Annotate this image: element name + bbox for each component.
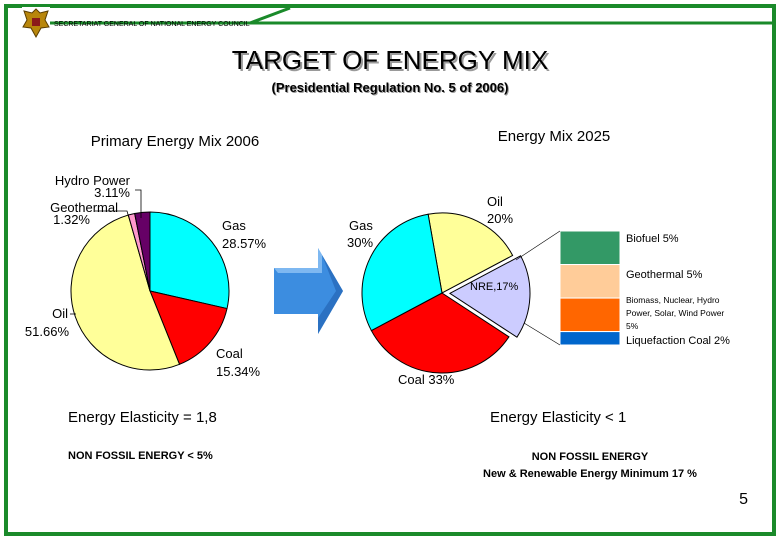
nre-breakdown-bar (559, 230, 621, 346)
slide-frame (4, 4, 776, 536)
pie-2006-labels: Hydro Power 3.11% Geothermal 1.32% Gas 2… (25, 173, 267, 379)
pie-2006-slice-oil (70, 214, 181, 371)
page-subtitle: (Presidential Regulation No. 5 of 2006) (272, 80, 509, 95)
nre-breakdown-labels: Biofuel 5% Geothermal 5% Biomass, Nuclea… (626, 233, 730, 347)
label-coal-value: 15.34% (216, 364, 261, 379)
label-hydro-name: Hydro Power (55, 173, 131, 188)
label-biomass-line3: 5% (626, 321, 639, 331)
header-rule-slant (249, 6, 291, 25)
label-2025-oil-name: Oil (487, 194, 503, 209)
pie-2006-slice-hydro-power (134, 211, 151, 292)
nre-connector-lines (515, 230, 561, 346)
header-org-text: SECRETARIAT GENERAL OF NATIONAL ENERGY C… (54, 21, 250, 28)
nre-segment-biomass (559, 297, 621, 333)
label-oil-name: Oil (52, 306, 68, 321)
pie-2025 (361, 212, 531, 374)
page-number: 5 (739, 491, 748, 508)
chart-2025-title: Energy Mix 2025 (498, 128, 611, 145)
pie-2025-labels: Oil 20% Gas 30% NRE,17% Coal 33% (347, 194, 519, 387)
label-2025-gas-name: Gas (349, 218, 373, 233)
label-biofuel: Biofuel 5% (626, 233, 679, 245)
label-geothermal-2025: Geothermal 5% (626, 269, 703, 281)
left-energy-elasticity: Energy Elasticity = 1,8 (68, 409, 217, 426)
right-renewable-minimum: New & Renewable Energy Minimum 17 % (483, 468, 697, 480)
label-gas-value: 28.57% (222, 236, 267, 251)
left-non-fossil: NON FOSSIL ENERGY < 5% (68, 450, 213, 462)
label-coal-name: Coal (216, 346, 243, 361)
nre-segment-biofuel (559, 230, 621, 266)
nre-segment-geothermal (559, 264, 621, 299)
nre-segment-liquefaction (559, 331, 621, 346)
label-geothermal-value: 1.32% (53, 212, 90, 227)
right-energy-elasticity: Energy Elasticity < 1 (490, 409, 626, 426)
garuda-emblem-icon (22, 7, 50, 39)
leader-geothermal (95, 210, 130, 219)
label-2025-oil-value: 20% (487, 211, 513, 226)
nre-connector-top (515, 230, 561, 261)
pie-2006-leaders (70, 189, 142, 315)
label-2025-nre: NRE,17% (470, 281, 519, 293)
page-title-shadow: TARGET OF ENERGY MIX (234, 47, 550, 77)
page-subtitle-shadow: (Presidential Regulation No. 5 of 2006) (273, 81, 510, 96)
label-2025-gas-value: 30% (347, 235, 373, 250)
leader-hydro (135, 189, 142, 218)
pie-2025-slice-nre (449, 255, 531, 338)
chart-2006-title: Primary Energy Mix 2006 (91, 133, 259, 150)
label-biomass-line2: Power, Solar, Wind Power (626, 308, 724, 318)
transition-arrow-icon (274, 248, 343, 334)
pie-2006 (70, 211, 230, 371)
page-title: TARGET OF ENERGY MIX (232, 45, 548, 75)
right-non-fossil: NON FOSSIL ENERGY (532, 451, 649, 463)
label-oil-value: 51.66% (25, 324, 70, 339)
label-geothermal-name: Geothermal (50, 200, 118, 215)
nre-connector-bottom (523, 322, 561, 346)
pie-2006-slice-gas (149, 211, 230, 310)
label-gas-name: Gas (222, 218, 246, 233)
pie-2006-slice-coal (149, 290, 228, 365)
pie-2025-slice-coal (370, 292, 510, 374)
label-hydro-value: 3.11% (94, 185, 130, 200)
pie-2025-slice-oil (427, 212, 514, 294)
label-liquefaction: Liquefaction Coal 2% (626, 335, 730, 347)
label-2025-coal: Coal 33% (398, 372, 455, 387)
pie-2025-slice-gas (361, 213, 443, 332)
label-biomass-line1: Biomass, Nuclear, Hydro (626, 295, 720, 305)
